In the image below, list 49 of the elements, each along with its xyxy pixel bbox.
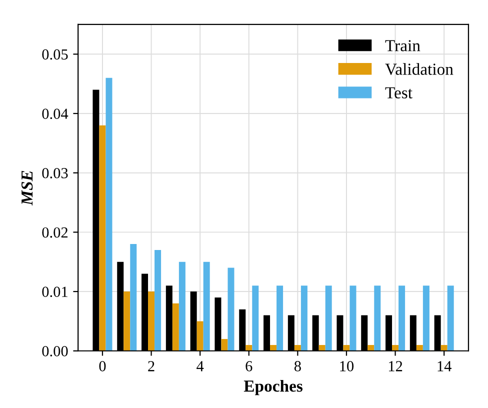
x-tick-label: 14 [438,361,452,372]
bar [221,339,228,351]
bar [447,286,454,351]
x-axis-title: Epoches [244,380,303,396]
bar [203,262,210,351]
bar [294,344,301,351]
legend-label: Validation [385,63,454,75]
bar [246,344,252,351]
y-tick-label: 0.01 [42,286,68,298]
bar [154,250,162,351]
bar [398,286,406,351]
bar [228,268,234,351]
y-tick-label: 0.02 [42,227,68,238]
y-tick-label: 0.04 [42,108,68,120]
y-tick-label: 0.00 [42,346,68,356]
x-tick-label: 2 [148,361,154,372]
bar [392,344,399,351]
bar [130,244,137,351]
x-tick-label: 6 [246,361,252,372]
bar [276,286,284,351]
bar [440,344,448,351]
y-axis-title: MSE [21,170,33,206]
bar [196,321,204,351]
legend-label: Test [385,87,412,98]
bar [368,344,374,351]
bar [124,292,130,351]
bar [416,344,423,351]
bar [343,344,350,351]
bar [325,286,332,351]
x-tick-label: 0 [99,361,106,372]
legend-label: Train [385,40,420,52]
bar [172,303,179,351]
bar [350,286,356,351]
y-tick-label: 0.03 [42,168,68,178]
x-tick-label: 4 [196,361,204,372]
x-tick-label: 12 [388,361,402,372]
bar [422,286,430,351]
bar [374,286,381,351]
y-tick-label: 0.05 [42,49,68,60]
bar [318,344,326,351]
bar [252,286,259,351]
bar [106,78,112,351]
bar [270,344,277,351]
x-tick-label: 10 [340,361,354,372]
bar [178,262,186,351]
bar [99,125,106,351]
bar [148,292,155,351]
bar [300,286,308,351]
x-tick-label: 8 [294,361,301,372]
